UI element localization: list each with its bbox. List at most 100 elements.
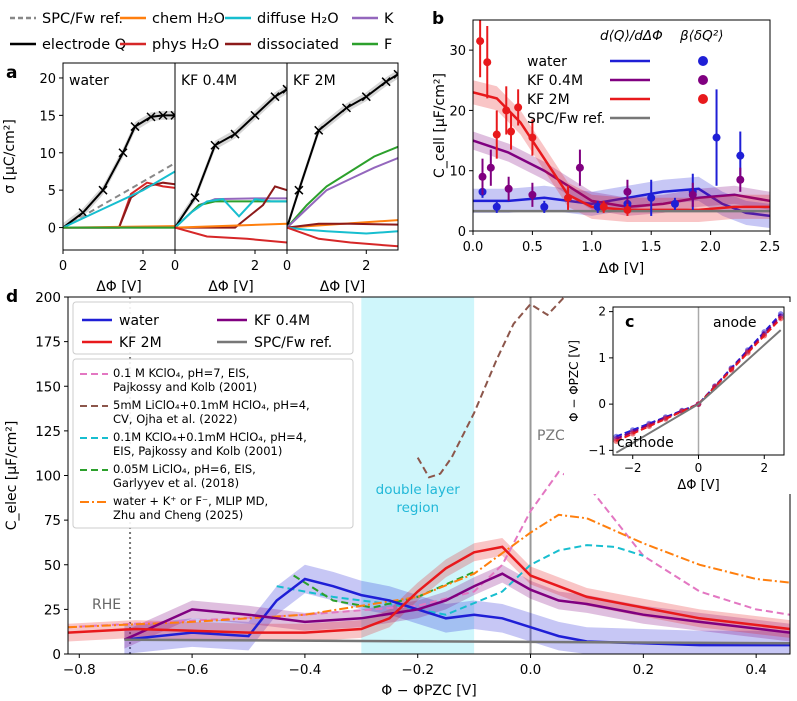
panel-a-xtick-label: 0: [59, 259, 67, 274]
panel-b-point: [528, 133, 537, 142]
panel-a-marker: [98, 185, 108, 195]
panel-a-ytick-label: 15: [39, 109, 56, 124]
panel-d-xtick-label: −0.8: [63, 662, 96, 678]
panel-b-xlabel: ΔΦ [V]: [599, 261, 645, 277]
panel-a-line-f: [287, 145, 398, 229]
panel-label-c: c: [625, 312, 634, 331]
panel-b-point: [736, 175, 745, 184]
panel-a-ylabel: σ [μC/cm²]: [2, 119, 18, 194]
rhe-label: RHE: [92, 597, 121, 613]
panel-a-marker: [190, 193, 200, 203]
panel-d-sim-legend-box: [72, 301, 354, 355]
panel-b-point: [476, 37, 485, 46]
exp-legend-line-1: 0.1 M KClO₄, pH=7, EIS,: [113, 366, 249, 380]
panel-c-point: [613, 438, 620, 444]
panel-label-b: b: [432, 9, 444, 29]
panel-a-subplot-1: [175, 84, 287, 244]
exp-line-ojha: [416, 297, 566, 479]
exp-legend-label-pajkossy1: 0.1 M KClO₄, pH=7, EIS, Pajkossy and Kolb…: [113, 366, 257, 394]
panel-a-line-phys-h2o: [175, 226, 287, 244]
exp-legend-line-2: CV, Ojha et al. (2022): [113, 412, 237, 426]
panel-c-xtick-label: 0: [695, 461, 703, 475]
panel-b-point: [623, 187, 632, 196]
panel-d-ytick-label: 50: [44, 558, 61, 574]
panel-b-xtick-label: 2.0: [700, 240, 721, 255]
panel-c-point: [662, 416, 669, 422]
exp-legend-line-2: Pajkossy and Kolb (2001): [113, 380, 257, 394]
top-legend-label-0: SPC/Fw ref.: [42, 11, 123, 27]
panel-b-ytick-label: 0: [458, 225, 466, 240]
panel-a-line-diffuse-h2o: [63, 170, 175, 229]
top-legend-label-7: F: [384, 37, 392, 53]
panel-a-subtitle-1: KF 0.4M: [181, 73, 237, 89]
panel-a-marker: [381, 77, 391, 87]
panel-d-sim-legend-label-3: SPC/Fw ref.: [254, 335, 332, 351]
exp-legend-label-ojha: 5mM LiClO₄+0.1mM HClO₄, pH=4, CV, Ojha et…: [113, 398, 310, 426]
panel-a-marker: [294, 185, 304, 195]
panel-c: −2 0 2 −1 0 1 2 ΔΦ [V] Φ − ΦPZC [V] anode cathode c: [564, 302, 792, 494]
panel-b-point: [502, 106, 511, 115]
panel-a-marker: [314, 125, 324, 135]
panel-d-xtick-label: −0.6: [176, 662, 209, 678]
panel-d-exp-legend-box: [72, 358, 354, 529]
panel-d-band-water: [124, 564, 790, 654]
panel-d-plot: [68, 297, 790, 654]
exp-legend-line-2: Zhu and Cheng (2025): [113, 508, 243, 522]
panel-c-line-spcfwref: [615, 329, 782, 454]
panel-c-ytick-label: −1: [588, 443, 606, 457]
panel-b: 0.0 0.5 1.0 1.5 2.0 2.5 0 10 20 30 ΔΦ [V] C_cell [μ…: [432, 19, 780, 277]
panel-c-xtick-label: −2: [624, 461, 642, 475]
panel-a-line-diffuse-h2o: [175, 198, 287, 229]
panel-c-point: [777, 315, 784, 322]
exp-legend-line-1: 0.05M LiClO₄, pH=6, EIS,: [113, 462, 256, 476]
panel-a-ytick-label: 5: [48, 184, 56, 199]
panel-d-ytick-label: 150: [35, 379, 61, 395]
panel-c-anode-label: anode: [713, 315, 757, 331]
panel-a-marker: [282, 84, 287, 94]
panel-b-point: [492, 130, 501, 139]
panel-a-band: [63, 110, 175, 228]
panel-d-xtick-label: −0.4: [289, 662, 322, 678]
panel-label-a: a: [6, 63, 17, 83]
panel-d: −0.8 −0.6 −0.4 −0.2 0.0 0.2 0.4025507510012515…: [4, 290, 791, 699]
panel-d-ytick-label: 100: [35, 469, 61, 485]
top-legend-label-4: electrode Q: [42, 37, 126, 53]
panel-a-marker: [78, 208, 88, 218]
panel-b-point: [593, 202, 602, 211]
panel-d-line-kf04m: [123, 572, 790, 641]
panel-d-ytick-label: 125: [35, 424, 61, 440]
top-legend-label-1: chem H₂O: [152, 11, 225, 27]
panel-b-legend-label-0: water: [527, 54, 567, 70]
panel-d-xtick-label: 0.2: [633, 662, 654, 678]
double-layer-label-1: double layer: [376, 482, 461, 498]
exp-legend-line-1: 5mM LiClO₄+0.1mM HClO₄, pH=4,: [113, 398, 310, 412]
panel-c-point: [761, 332, 768, 339]
panel-c-background: [564, 302, 792, 494]
exp-line-zhu: [68, 513, 790, 629]
panel-d-xtick-label: 0.0: [520, 662, 541, 678]
exp-line-pajkossy1: [68, 470, 790, 629]
panel-b-xtick-label: 1.5: [641, 240, 662, 255]
exp-legend-line-1: 0.1M KClO₄+0.1mM HClO₄, pH=4,: [113, 430, 307, 444]
panel-a-subtitle-2: KF 2M: [293, 73, 336, 89]
panel-a-subplot-0: [63, 110, 175, 229]
double-layer-label-2: region: [396, 500, 439, 516]
panel-b-point: [507, 127, 516, 136]
exp-legend-label-garlyyev: 0.05M LiClO₄, pH=6, EIS, Garlyyev et al. …: [113, 462, 256, 490]
panel-b-point: [623, 205, 632, 214]
panel-b-xtick-label: 1.0: [581, 240, 602, 255]
panel-d-ytick-label: 75: [44, 513, 61, 529]
top-legend: SPC/Fw ref. chem H₂O diffuse H₂O Kelectrode…: [10, 11, 394, 53]
panel-b-ytick-label: 30: [449, 44, 466, 59]
panel-b-frame: [472, 19, 771, 232]
panel-a-subplot-2: [287, 69, 398, 248]
panel-a-marker: [130, 122, 140, 132]
panel-c-plot: [613, 307, 784, 455]
exp-legend-label-zhu: water + K⁺ or F⁻, MLIP MD, Zhu and Cheng …: [113, 494, 268, 522]
panel-label-d: d: [6, 287, 18, 307]
panel-d-band-kf2m: [68, 538, 790, 642]
exp-line-pajkossy2: [276, 544, 644, 616]
panel-a-xtick-label: 0: [283, 259, 291, 274]
